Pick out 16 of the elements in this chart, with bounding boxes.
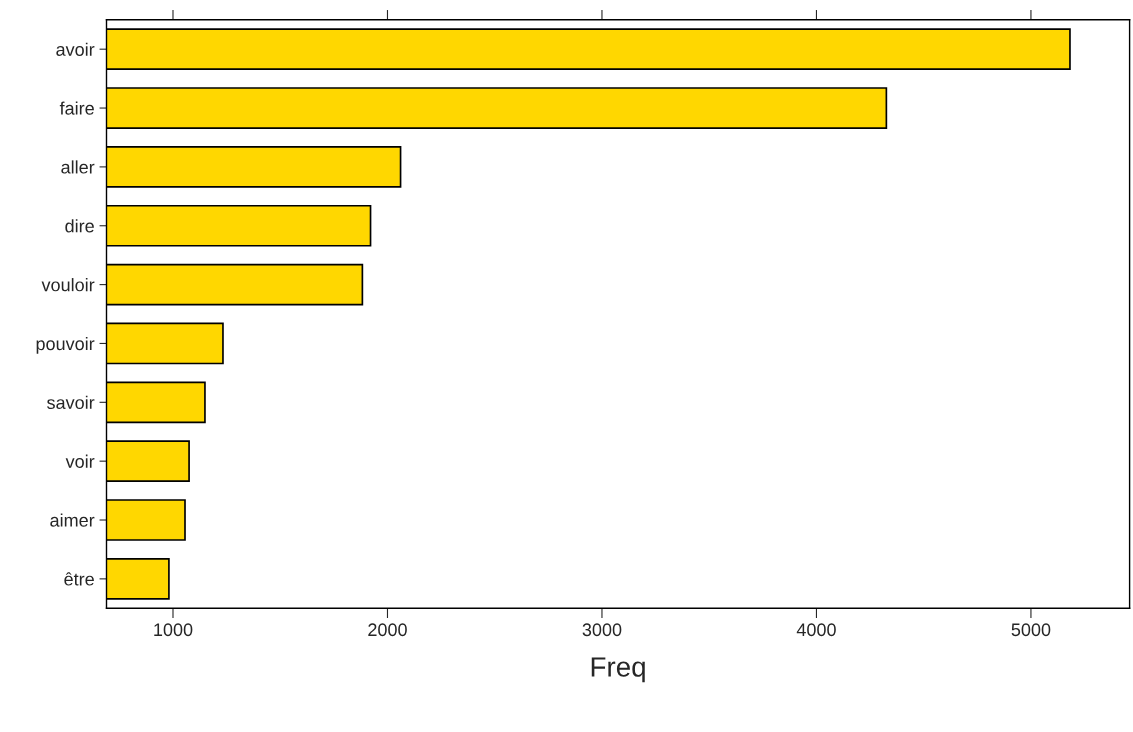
y-tick-label: voir — [65, 454, 95, 468]
y-tick-label: savoir — [47, 395, 95, 410]
y-tick-label: vouloir — [41, 278, 95, 292]
y-tick-label: aimer — [50, 513, 95, 527]
x-tick-label: 3000 — [582, 623, 622, 637]
y-tick-label: aller — [61, 160, 95, 174]
x-tick-label: 2000 — [368, 623, 407, 637]
y-tick-label: avoir — [56, 42, 95, 56]
y-tick-label: être — [64, 572, 94, 586]
x-tick-label: 5000 — [1011, 623, 1051, 637]
x-tick-label: 4000 — [796, 623, 836, 637]
y-tick-label: faire — [59, 101, 94, 115]
x-axis-title: Freq — [591, 657, 645, 683]
y-tick-label: pouvoir — [36, 336, 95, 354]
x-tick-label: 1000 — [154, 623, 193, 637]
y-tick-label: dire — [65, 219, 94, 233]
